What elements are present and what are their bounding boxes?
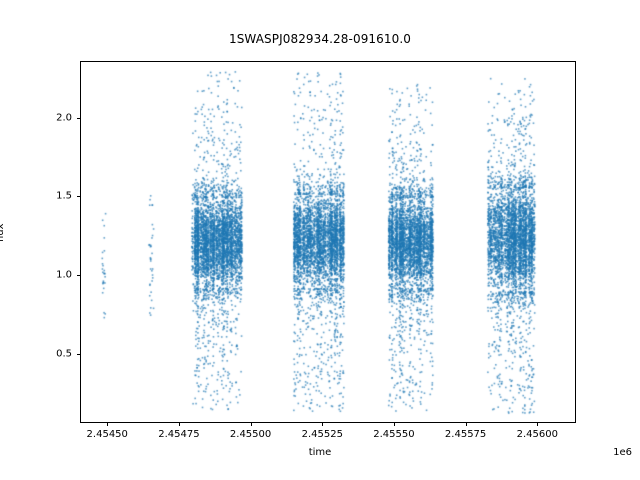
y-tick-mark bbox=[76, 275, 80, 277]
y-tick-mark bbox=[76, 196, 80, 198]
scatter-data-layer bbox=[81, 62, 575, 422]
x-tick-mark bbox=[250, 422, 252, 426]
page-title: 1SWASPJ082934.28-091610.0 bbox=[228, 32, 412, 46]
y-tick-label: 2.0 bbox=[56, 112, 72, 124]
x-tick-label: 2.45450 bbox=[86, 429, 128, 440]
y-axis-label: flux bbox=[0, 223, 6, 242]
x-tick-mark bbox=[465, 422, 467, 426]
x-tick-label: 2.45575 bbox=[444, 429, 487, 440]
x-tick-label: 2.45525 bbox=[301, 429, 343, 440]
x-tick-mark bbox=[178, 422, 180, 426]
x-tick-label: 2.45550 bbox=[373, 429, 415, 440]
x-axis-label: time bbox=[308, 447, 332, 458]
y-tick-label: 0.5 bbox=[56, 348, 72, 360]
y-tick-label: 1.0 bbox=[56, 269, 72, 281]
x-tick-mark bbox=[393, 422, 395, 426]
x-tick-label: 2.45600 bbox=[516, 429, 558, 440]
plot-axes-area bbox=[80, 61, 576, 423]
x-tick-mark bbox=[107, 422, 109, 426]
y-tick-mark bbox=[76, 117, 80, 119]
x-tick-label: 2.45500 bbox=[229, 429, 272, 440]
x-tick-mark bbox=[537, 422, 539, 426]
x-tick-mark bbox=[322, 422, 324, 426]
x-tick-label: 2.45475 bbox=[158, 429, 200, 440]
x-axis-offset-text: 1e6 bbox=[613, 447, 632, 458]
y-tick-mark bbox=[76, 353, 80, 355]
y-tick-label: 1.5 bbox=[56, 190, 72, 202]
